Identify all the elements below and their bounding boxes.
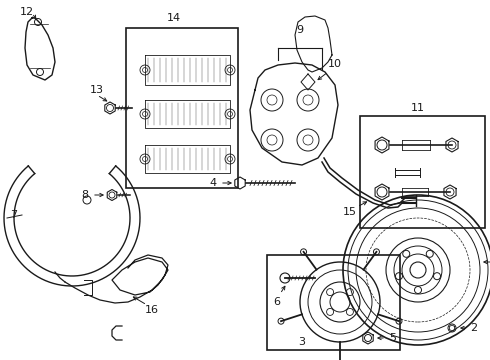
Text: 15: 15 xyxy=(343,207,357,217)
Text: 3: 3 xyxy=(298,337,305,347)
Bar xyxy=(267,255,400,350)
Text: 4: 4 xyxy=(209,178,217,188)
Text: 16: 16 xyxy=(145,305,159,315)
Text: 2: 2 xyxy=(470,323,478,333)
Text: 13: 13 xyxy=(90,85,104,95)
Text: 12: 12 xyxy=(20,7,34,17)
Text: 8: 8 xyxy=(81,190,89,200)
Text: 5: 5 xyxy=(390,333,396,343)
Text: 14: 14 xyxy=(167,13,181,23)
Text: 6: 6 xyxy=(273,297,280,307)
Bar xyxy=(360,116,485,228)
Text: 10: 10 xyxy=(328,59,342,69)
Text: 9: 9 xyxy=(296,25,304,35)
Text: 7: 7 xyxy=(10,210,18,220)
Bar xyxy=(126,28,238,188)
Text: 11: 11 xyxy=(411,103,425,113)
